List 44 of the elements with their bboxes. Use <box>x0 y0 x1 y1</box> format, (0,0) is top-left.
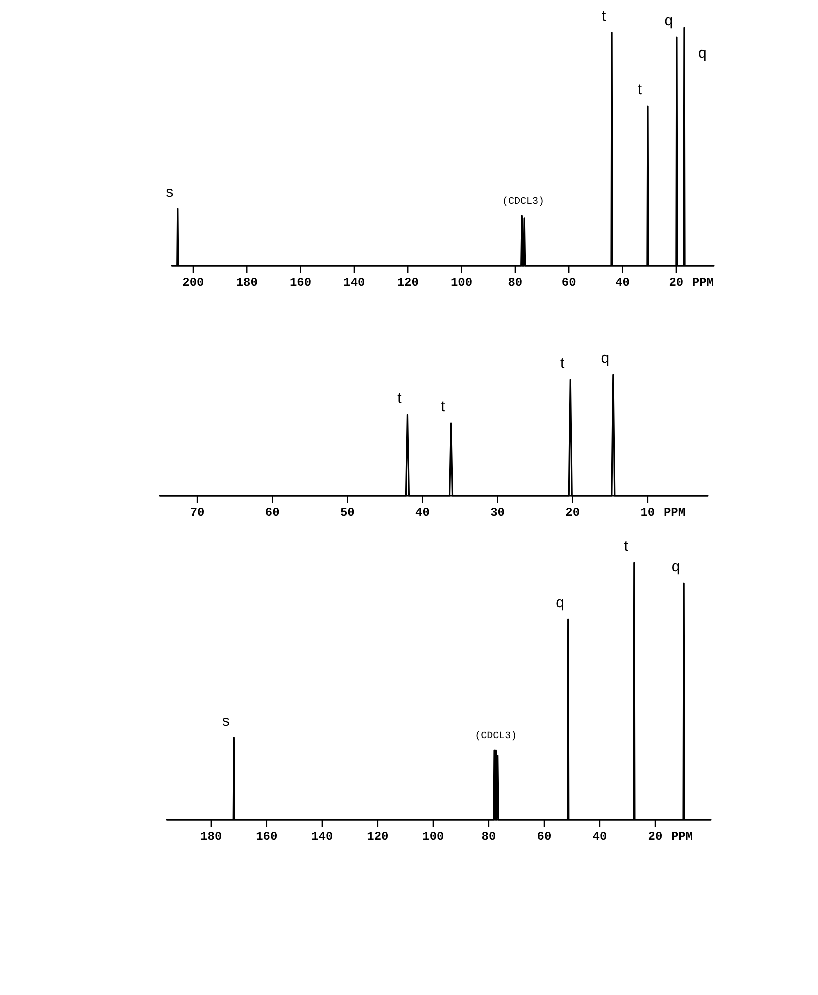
annotation: t <box>398 390 403 407</box>
annotation: (CDCL3) <box>475 730 518 743</box>
x-tick-label: 120 <box>367 830 389 844</box>
annotation: q <box>664 12 674 30</box>
annotation: q <box>601 350 610 367</box>
annotation: (CDCL3) <box>502 196 545 208</box>
x-tick-label: 180 <box>200 830 222 844</box>
annotation: s <box>166 184 174 201</box>
x-tick-label: 80 <box>508 276 523 290</box>
x-tick-label: 160 <box>290 276 312 290</box>
x-axis-title: PPM <box>692 276 714 290</box>
x-tick-label: 40 <box>616 276 630 290</box>
annotation: q <box>698 45 707 62</box>
x-tick-label: 180 <box>236 276 258 290</box>
annotation: t <box>624 538 630 555</box>
annotation: s <box>222 712 230 730</box>
x-tick-label: 20 <box>669 276 684 290</box>
annotation: q <box>556 594 565 612</box>
x-tick-label: 40 <box>416 506 430 520</box>
annotation: t <box>441 398 446 416</box>
annotation: t <box>560 354 566 372</box>
x-tick-label: 160 <box>256 830 278 844</box>
x-tick-label: 50 <box>340 506 355 520</box>
x-tick-label: 20 <box>648 830 663 844</box>
annotation: t <box>638 82 643 99</box>
annotation: q <box>672 558 680 576</box>
x-tick-label: 100 <box>450 276 473 290</box>
x-tick-label: 100 <box>422 830 444 844</box>
x-tick-label: 80 <box>482 830 496 844</box>
x-axis-title: PPM <box>664 506 686 520</box>
x-tick-label: 200 <box>182 276 204 290</box>
x-tick-label: 60 <box>537 830 552 844</box>
x-tick-label: 60 <box>265 506 280 520</box>
x-tick-label: 40 <box>592 830 608 844</box>
x-tick-label: 120 <box>397 276 419 290</box>
x-tick-label: 140 <box>344 276 366 290</box>
x-tick-label: 30 <box>490 506 506 520</box>
x-tick-label: 60 <box>562 276 576 290</box>
x-tick-label: 20 <box>566 506 580 520</box>
annotation: t <box>602 8 607 25</box>
x-tick-label: 10 <box>640 506 656 520</box>
x-tick-label: 140 <box>312 830 334 844</box>
x-axis-title: PPM <box>671 830 694 844</box>
x-tick-label: 70 <box>190 506 205 520</box>
